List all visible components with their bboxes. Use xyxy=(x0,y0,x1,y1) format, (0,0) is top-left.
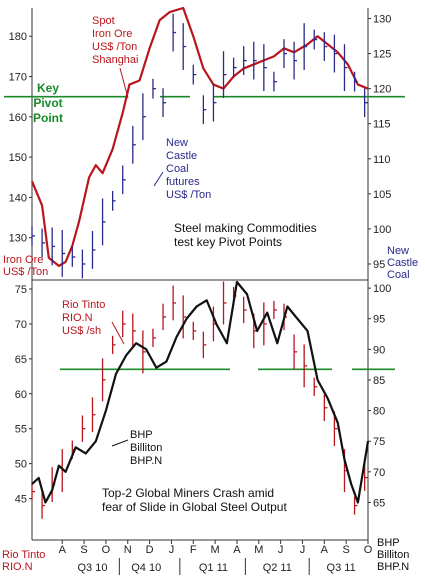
rio-series-label: Rio Tinto xyxy=(62,299,105,311)
coal-axis-label: Castle xyxy=(387,257,418,269)
left-tick-label: 45 xyxy=(15,494,27,506)
coal-series-label: futures xyxy=(166,176,200,188)
iron-ore-label-leader xyxy=(119,67,129,99)
top-panel-annotation: test key Pivot Points xyxy=(174,235,282,249)
left-tick-label: 70 xyxy=(15,319,27,331)
coal-series-label: US$ /Ton xyxy=(166,189,211,201)
coal-label-leader xyxy=(153,171,164,187)
month-tick-label: D xyxy=(146,544,154,556)
coal-series-label: New xyxy=(166,137,188,149)
left-tick-label: 60 xyxy=(15,389,27,401)
rio-axis-label: Rio Tinto xyxy=(2,549,45,561)
month-tick-label: M xyxy=(254,544,263,556)
month-tick-label: A xyxy=(321,544,329,556)
quarter-tick-label: Q4 10 xyxy=(131,562,161,574)
month-tick-label: M xyxy=(211,544,220,556)
right-tick-label: 80 xyxy=(373,406,385,418)
quarter-tick-label: Q3 11 xyxy=(327,562,356,574)
right-tick-label: 90 xyxy=(373,344,385,356)
rio-label-leader xyxy=(111,321,125,345)
pivot-point-label: Point xyxy=(33,111,63,125)
bhp-series-label: Billiton xyxy=(130,442,162,454)
iron-ore-axis-label: US$ /Ton xyxy=(3,266,48,278)
pivot-point-label: Key xyxy=(37,81,59,95)
right-tick-label: 95 xyxy=(373,259,385,271)
month-tick-label: A xyxy=(233,544,241,556)
quarter-tick-label: Q1 11 xyxy=(199,562,228,574)
month-tick-label: J xyxy=(278,544,284,556)
right-tick-label: 100 xyxy=(373,283,391,295)
right-tick-label: 120 xyxy=(373,84,391,96)
right-tick-label: 125 xyxy=(373,49,391,61)
iron-ore-series-label: Spot xyxy=(92,15,115,27)
bottom-panel-annotation: Top-2 Global Miners Crash amid xyxy=(102,486,274,500)
bottom-panel-annotation: fear of Slide in Global Steel Output xyxy=(102,500,287,514)
rio-series-label: RIO.N xyxy=(62,312,93,324)
right-tick-label: 75 xyxy=(373,436,385,448)
left-tick-label: 160 xyxy=(9,112,27,124)
month-tick-label: O xyxy=(102,544,111,556)
pivot-point-label: Pivot xyxy=(33,96,62,110)
right-tick-label: 130 xyxy=(373,14,391,26)
month-tick-label: F xyxy=(190,544,197,556)
bhp-series-label: BHP.N xyxy=(130,455,162,467)
left-tick-label: 55 xyxy=(15,424,27,436)
right-tick-label: 95 xyxy=(373,314,385,326)
quarter-tick-label: Q3 10 xyxy=(77,562,107,574)
left-tick-label: 140 xyxy=(9,192,27,204)
month-tick-label: S xyxy=(80,544,87,556)
bhp-axis-label: BHP xyxy=(377,537,400,549)
coal-series-label: Coal xyxy=(166,163,189,175)
coal-series-label: Castle xyxy=(166,150,197,162)
left-tick-label: 130 xyxy=(9,233,27,245)
top-panel-annotation: Steel making Commodities xyxy=(174,221,317,235)
right-tick-label: 65 xyxy=(373,497,385,509)
left-tick-label: 75 xyxy=(15,284,27,296)
iron-ore-axis-label: Iron Ore xyxy=(3,254,43,266)
iron-ore-series-label: Shanghai xyxy=(92,54,139,66)
month-tick-label: N xyxy=(124,544,132,556)
month-tick-label: O xyxy=(364,544,373,556)
left-tick-label: 180 xyxy=(9,31,27,43)
right-tick-label: 100 xyxy=(373,224,391,236)
left-tick-label: 170 xyxy=(9,72,27,84)
month-tick-label: S xyxy=(342,544,349,556)
rio-series-label: US$ /sh xyxy=(62,325,101,337)
left-tick-label: 65 xyxy=(15,354,27,366)
month-tick-label: A xyxy=(59,544,67,556)
right-tick-label: 85 xyxy=(373,375,385,387)
iron-ore-series-label: US$ /Ton xyxy=(92,41,137,53)
coal-axis-label: Coal xyxy=(387,269,410,281)
left-tick-label: 150 xyxy=(9,152,27,164)
right-tick-label: 115 xyxy=(373,119,391,131)
bhp-axis-label: Billiton xyxy=(377,549,409,561)
right-tick-label: 110 xyxy=(373,154,391,166)
month-tick-label: J xyxy=(169,544,175,556)
right-tick-label: 105 xyxy=(373,189,391,201)
right-tick-label: 70 xyxy=(373,467,385,479)
series-line xyxy=(31,280,370,504)
coal-axis-label: New xyxy=(387,245,409,257)
bhp-axis-label: BHP.N xyxy=(377,561,409,573)
bhp-label-leader xyxy=(111,439,129,447)
bhp-series-label: BHP xyxy=(130,429,153,441)
left-tick-label: 50 xyxy=(15,459,27,471)
quarter-tick-label: Q2 11 xyxy=(263,562,292,574)
iron-ore-series-label: Iron Ore xyxy=(92,28,132,40)
series-line xyxy=(30,6,369,268)
month-tick-label: J xyxy=(300,544,306,556)
rio-axis-label: RIO.N xyxy=(2,561,33,573)
